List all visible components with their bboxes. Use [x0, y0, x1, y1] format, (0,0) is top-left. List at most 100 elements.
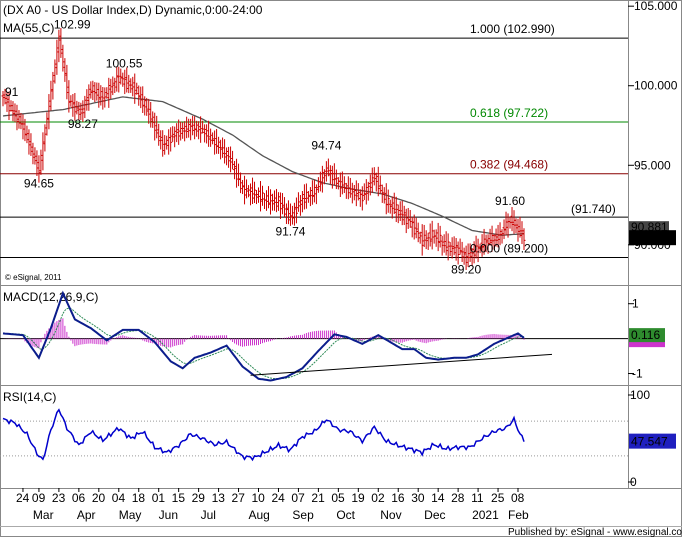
price-bar: [167, 129, 171, 155]
x-day-tick-label: 15: [172, 491, 186, 505]
price-bar: [59, 28, 63, 58]
price-bar: [292, 202, 296, 226]
price-bar: [191, 115, 195, 136]
price-bar: [193, 116, 197, 140]
x-month-label: Jun: [159, 508, 178, 522]
x-day-tick-label: 01: [152, 491, 166, 505]
fib-level-label: 0.618 (97.722): [470, 106, 548, 120]
price-bar: [19, 112, 23, 130]
price-bar: [39, 149, 43, 175]
price-bar: [81, 100, 85, 122]
x-day-tick-label: 02: [371, 491, 385, 505]
price-bar: [286, 200, 290, 225]
price-bar: [348, 177, 352, 198]
price-bar: [45, 112, 49, 136]
price-bar: [5, 91, 9, 112]
price-bar: [386, 189, 390, 213]
price-bar: [63, 58, 67, 82]
price-y-tick-label: 95.000: [634, 158, 671, 172]
price-bar: [436, 222, 440, 252]
price-bar: [508, 216, 512, 229]
price-bar: [366, 181, 370, 201]
price-bar: [71, 94, 75, 117]
price-bar: [262, 193, 266, 209]
price-bar: [201, 120, 205, 134]
price-bar: [261, 185, 265, 206]
price-bar: [460, 241, 464, 262]
price-bar: [151, 111, 155, 128]
price-bar: [496, 224, 500, 248]
price-bar: [470, 248, 474, 267]
price-bar: [51, 71, 55, 100]
price-bar: [3, 88, 7, 105]
price-bar: [322, 169, 326, 185]
price-bar: [235, 158, 239, 188]
price-bar: [438, 225, 442, 248]
price-bar: [450, 237, 454, 259]
x-day-tick-label: 08: [511, 491, 525, 505]
price-bar: [141, 86, 145, 114]
price-y-tick-label: 105.000: [634, 0, 678, 13]
x-day-tick-label: 19: [351, 491, 365, 505]
price-bar: [306, 191, 310, 203]
current-price-text: 90.480: [631, 231, 668, 245]
price-bar: [117, 66, 121, 93]
price-bar: [462, 247, 466, 265]
x-day-tick-label: 16: [391, 491, 405, 505]
price-bar: [133, 73, 137, 104]
price-bar: [83, 95, 87, 119]
price-bar: [332, 163, 336, 186]
price-bar: [504, 211, 508, 236]
price-bar: [65, 64, 69, 100]
price-bar: [129, 78, 133, 93]
price-bar: [221, 137, 225, 158]
rsi-panel: RSI(14,C) 100 0 47.547: [0, 388, 676, 489]
price-bar: [394, 196, 398, 223]
price-bar: [11, 101, 15, 122]
x-day-tick-label: 13: [212, 491, 226, 505]
price-bar: [35, 150, 39, 176]
price-bar: [33, 147, 37, 165]
price-annotation: 100.55: [106, 56, 143, 70]
price-bar: [302, 184, 306, 210]
price-bar: [468, 243, 472, 262]
price-bar: [446, 233, 450, 261]
price-bar: [448, 242, 452, 257]
price-bar: [278, 192, 282, 219]
macd-title: MACD(12,26,9,C): [3, 290, 98, 304]
price-bar: [21, 114, 25, 140]
price-bar: [476, 238, 480, 263]
price-bar: [498, 222, 502, 246]
price-bar: [384, 183, 388, 215]
price-bar: [105, 87, 109, 99]
price-bar: [388, 199, 392, 214]
price-bar: [85, 89, 89, 111]
price-bar: [392, 192, 396, 215]
price-bar: [352, 184, 356, 201]
price-bar: [334, 169, 338, 190]
price-bar: [173, 126, 177, 148]
price-bar: [430, 220, 434, 250]
price-bar: [300, 191, 304, 213]
price-bar: [370, 167, 374, 193]
price-bar: [79, 102, 83, 121]
price-bar: [113, 77, 117, 94]
price-bar: [157, 123, 161, 146]
price-bar: [119, 68, 123, 85]
current-price-badge: [629, 230, 676, 246]
price-bar: [77, 101, 81, 121]
rsi-value-text: 47.547: [631, 435, 668, 449]
price-bar: [342, 176, 346, 194]
price-bar: [67, 80, 71, 113]
price-bar: [440, 235, 444, 256]
x-day-tick-label: 23: [52, 491, 66, 505]
price-bar: [143, 96, 147, 116]
macd-value-text: 0.116: [631, 328, 660, 342]
price-bar: [416, 222, 420, 243]
price-bar: [362, 183, 366, 201]
moving-average-line: [2, 96, 525, 236]
chart-title: (DX A0 - US Dollar Index,D) Dynamic,0:00…: [3, 3, 263, 17]
price-bar: [414, 217, 418, 239]
